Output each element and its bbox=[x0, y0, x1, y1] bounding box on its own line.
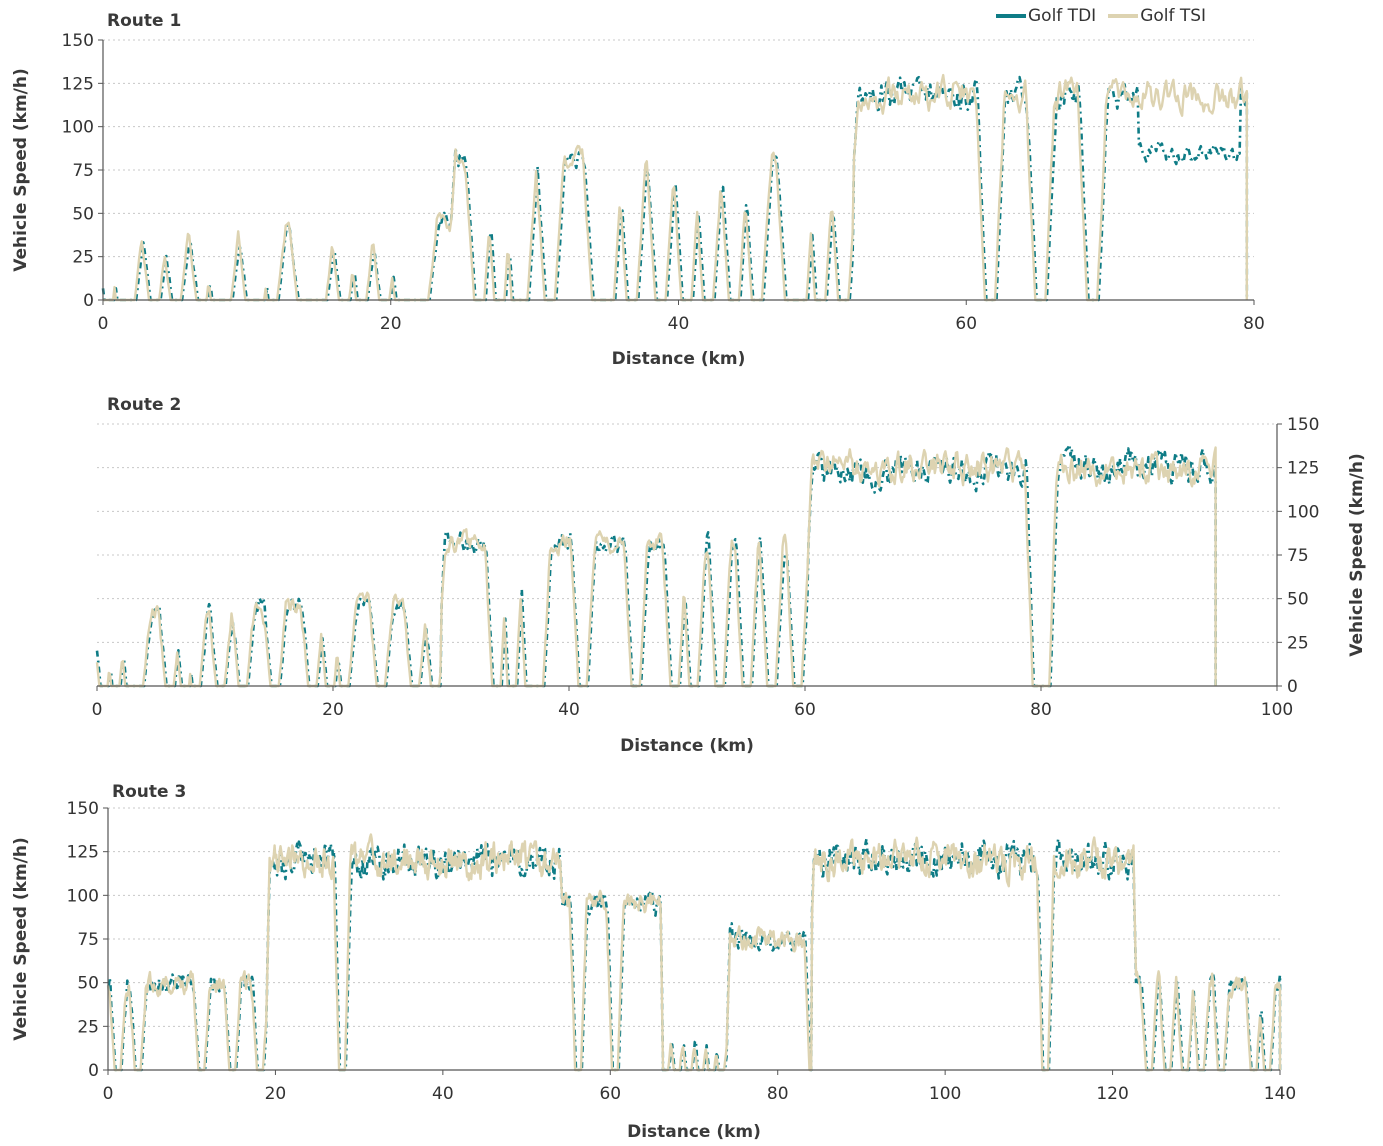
route-3-x-axis-label: Distance (km) bbox=[627, 1122, 761, 1142]
route-1-title: Route 1 bbox=[107, 11, 181, 31]
legend-swatch-golf-tdi bbox=[996, 14, 1026, 18]
route-3-y-tick-label: 25 bbox=[77, 1017, 99, 1037]
route-1-y-tick-label: 0 bbox=[83, 291, 94, 311]
route-1-y-axis-label: Vehicle Speed (km/h) bbox=[11, 68, 31, 271]
route-1-y-tick-label: 125 bbox=[62, 74, 94, 94]
route-1-x-tick-label: 80 bbox=[1243, 314, 1265, 334]
route-3-x-tick-label: 20 bbox=[265, 1084, 287, 1104]
route-2-x-tick-label: 80 bbox=[1030, 700, 1052, 720]
route-2-y-tick-label: 75 bbox=[1287, 546, 1309, 566]
route-3-y-tick-label: 50 bbox=[77, 974, 99, 994]
route-1-x-tick-label: 20 bbox=[380, 314, 402, 334]
route-3-x-tick-label: 120 bbox=[1096, 1084, 1128, 1104]
route-2-x-tick-label: 60 bbox=[794, 700, 816, 720]
route-2-series-golf-tsi-line bbox=[95, 446, 1217, 688]
route-3-series-golf-tdi-line bbox=[107, 837, 1282, 1072]
legend-item-golf-tsi: Golf TSI bbox=[1108, 6, 1206, 26]
route-1-x-tick-label: 60 bbox=[955, 314, 977, 334]
route-2-x-tick-label: 100 bbox=[1261, 700, 1293, 720]
legend-label-golf-tsi: Golf TSI bbox=[1140, 6, 1207, 26]
route-3-x-tick-label: 0 bbox=[103, 1084, 114, 1104]
legend-label-golf-tdi: Golf TDI bbox=[1028, 6, 1097, 26]
route-1-series-golf-tsi-line bbox=[103, 73, 1248, 302]
route-3-x-tick-label: 100 bbox=[929, 1084, 961, 1104]
route-2-y-tick-label: 50 bbox=[1287, 590, 1309, 610]
route-1-y-tick-label: 50 bbox=[72, 204, 94, 224]
route-3-x-tick-label: 140 bbox=[1264, 1084, 1296, 1104]
route-1-x-axis-label: Distance (km) bbox=[612, 349, 746, 369]
route-2-y-tick-label: 100 bbox=[1287, 502, 1319, 522]
route-3-y-tick-label: 75 bbox=[77, 930, 99, 950]
route-1-x-tick-label: 40 bbox=[668, 314, 690, 334]
route-2-series-golf-tdi-line bbox=[95, 443, 1217, 688]
route-3-y-tick-label: 125 bbox=[67, 843, 99, 863]
route-3-y-axis-label: Vehicle Speed (km/h) bbox=[11, 837, 31, 1040]
legend-item-golf-tdi: Golf TDI bbox=[996, 6, 1096, 26]
route-2-x-tick-label: 40 bbox=[558, 700, 580, 720]
route-1-x-tick-label: 0 bbox=[98, 314, 109, 334]
route-2-y-tick-label: 0 bbox=[1287, 677, 1298, 697]
route-2-y-axis-label: Vehicle Speed (km/h) bbox=[1347, 453, 1367, 656]
route-1-y-tick-label: 150 bbox=[62, 31, 94, 51]
route-3-series-golf-tsi-line bbox=[106, 833, 1282, 1072]
route-2-x-axis-label: Distance (km) bbox=[620, 736, 754, 756]
route-2-title: Route 2 bbox=[107, 395, 181, 415]
route-2-y-tick-label: 125 bbox=[1287, 459, 1319, 479]
route-2-y-tick-label: 150 bbox=[1287, 415, 1319, 435]
route-2-x-tick-label: 20 bbox=[322, 700, 344, 720]
route-3-x-tick-label: 80 bbox=[767, 1084, 789, 1104]
route-1-y-tick-label: 25 bbox=[72, 248, 94, 268]
route-3-y-tick-label: 150 bbox=[67, 799, 99, 819]
route-2-x-tick-label: 0 bbox=[92, 700, 103, 720]
legend: Golf TDI Golf TSI bbox=[996, 4, 1218, 28]
route-3-x-tick-label: 40 bbox=[432, 1084, 454, 1104]
route-3-x-tick-label: 60 bbox=[599, 1084, 621, 1104]
route-1-y-tick-label: 100 bbox=[62, 118, 94, 138]
legend-swatch-golf-tsi bbox=[1108, 14, 1139, 18]
route-3-y-tick-label: 100 bbox=[67, 886, 99, 906]
route-1-y-tick-label: 75 bbox=[72, 161, 94, 181]
route-3-title: Route 3 bbox=[112, 782, 186, 802]
route-3-y-tick-label: 0 bbox=[88, 1061, 99, 1081]
route-2-y-tick-label: 25 bbox=[1287, 633, 1309, 653]
